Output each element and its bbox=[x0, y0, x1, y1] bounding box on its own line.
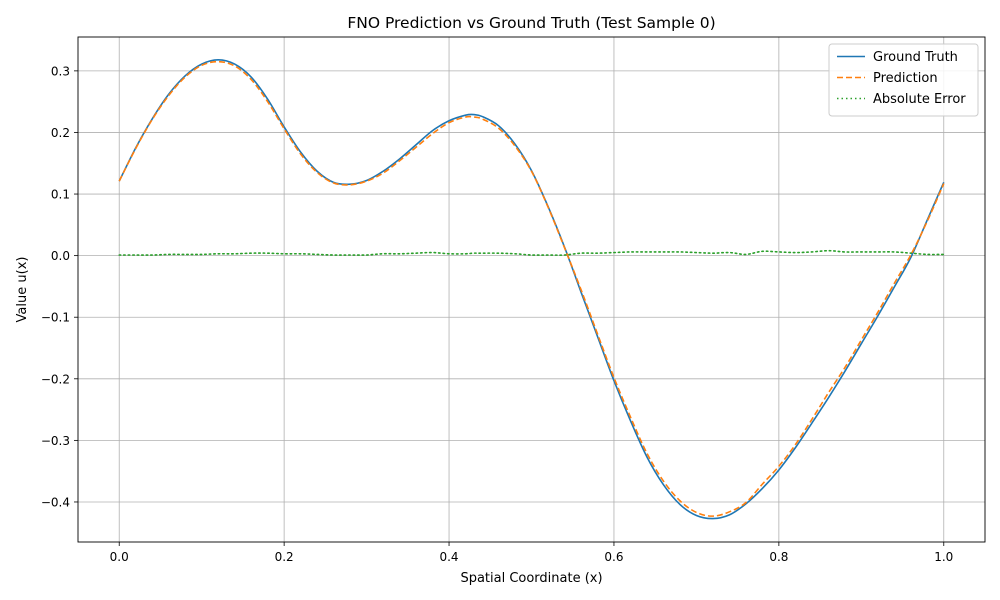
chart-title: FNO Prediction vs Ground Truth (Test Sam… bbox=[347, 14, 715, 32]
x-tick-label: 0.8 bbox=[769, 550, 788, 564]
x-axis-label: Spatial Coordinate (x) bbox=[460, 571, 602, 586]
x-tick-label: 0.6 bbox=[604, 550, 623, 564]
absolute-error-line bbox=[118, 249, 945, 256]
x-tick-label: 1.0 bbox=[934, 550, 953, 564]
plot-frame bbox=[77, 36, 986, 543]
legend-label: Ground Truth bbox=[873, 50, 958, 65]
prediction-line bbox=[118, 60, 945, 517]
y-tick-label: −0.1 bbox=[41, 311, 70, 325]
y-tick-label: −0.4 bbox=[41, 495, 70, 509]
x-tick-label: 0.4 bbox=[439, 550, 458, 564]
y-tick-label: 0.1 bbox=[51, 188, 70, 202]
y-tick-label: 0.2 bbox=[51, 126, 70, 140]
x-tick-label: 0.0 bbox=[110, 550, 129, 564]
y-axis-label: Value u(x) bbox=[15, 257, 30, 323]
legend-label: Prediction bbox=[873, 71, 938, 86]
axis-ticks: 0.0 0.2 0.4 0.6 0.8 1.0 0.3 0.2 0.1 0.0 −0.1 −0.2 −0… bbox=[41, 64, 953, 564]
x-tick-label: 0.2 bbox=[275, 550, 294, 564]
y-tick-label: 0.3 bbox=[51, 64, 70, 78]
legend: Ground Truth Prediction Absolute Error bbox=[828, 43, 979, 117]
y-tick-label: 0.0 bbox=[51, 249, 70, 263]
y-tick-label: −0.3 bbox=[41, 434, 70, 448]
series-lines bbox=[118, 58, 945, 520]
legend-label: Absolute Error bbox=[873, 92, 966, 107]
legend-box bbox=[828, 43, 979, 117]
y-tick-label: −0.2 bbox=[41, 372, 70, 386]
